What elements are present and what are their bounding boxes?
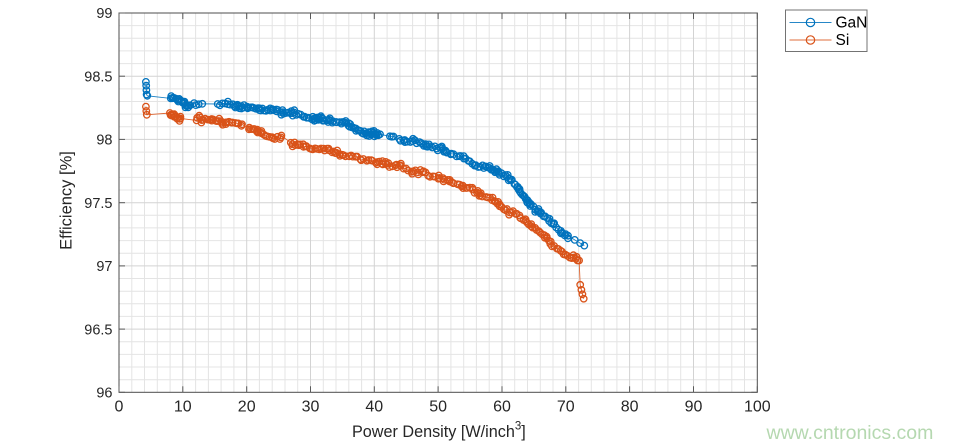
svg-text:10: 10	[174, 399, 192, 416]
svg-text:50: 50	[429, 399, 447, 416]
svg-text:Si: Si	[836, 32, 850, 49]
svg-text:100: 100	[744, 399, 771, 416]
svg-text:90: 90	[685, 399, 703, 416]
svg-text:20: 20	[238, 399, 256, 416]
svg-text:96.5: 96.5	[84, 322, 112, 338]
svg-text:96: 96	[96, 386, 112, 402]
svg-text:98: 98	[96, 133, 112, 149]
svg-text:GaN: GaN	[836, 15, 868, 32]
svg-text:60: 60	[493, 399, 511, 416]
svg-text:40: 40	[365, 399, 383, 416]
svg-text:Efficiency [%]: Efficiency [%]	[58, 151, 76, 250]
svg-text:0: 0	[115, 399, 124, 416]
svg-text:97.5: 97.5	[84, 196, 112, 212]
svg-text:99: 99	[96, 6, 112, 22]
svg-text:70: 70	[557, 399, 575, 416]
svg-text:97: 97	[96, 259, 112, 275]
svg-text:www.cntronics.com: www.cntronics.com	[766, 422, 934, 444]
svg-text:98.5: 98.5	[84, 69, 112, 85]
svg-text:Power Density [W/inch3]: Power Density [W/inch3]	[352, 420, 526, 441]
svg-text:80: 80	[621, 399, 639, 416]
svg-text:30: 30	[302, 399, 320, 416]
